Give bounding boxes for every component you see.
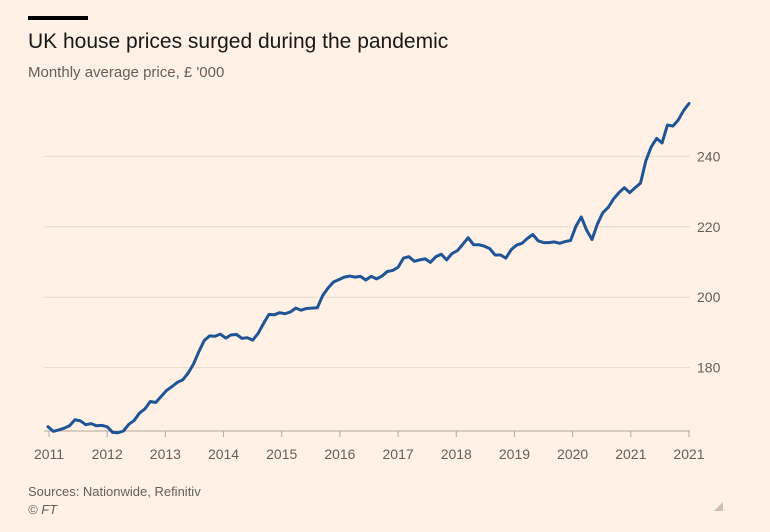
brand-bar xyxy=(28,16,88,20)
x-tick-label: 2013 xyxy=(150,446,181,462)
x-tick-label: 2017 xyxy=(383,446,414,462)
chart-subtitle: Monthly average price, £ '000 xyxy=(28,64,225,81)
x-tick-label: 2016 xyxy=(324,446,355,462)
y-tick-label: 240 xyxy=(697,148,721,164)
chart-title: UK house prices surged during the pandem… xyxy=(28,30,449,53)
x-tick-label: 2018 xyxy=(441,446,472,462)
x-tick-label: 2021 xyxy=(673,446,704,462)
resize-handle-icon xyxy=(714,502,723,511)
y-tick-label: 180 xyxy=(697,360,721,376)
source-note: Sources: Nationwide, Refinitiv xyxy=(28,484,201,499)
y-tick-label: 220 xyxy=(697,219,721,235)
x-tick-label: 2019 xyxy=(499,446,530,462)
x-tick-label: 2020 xyxy=(557,446,588,462)
y-tick-label: 200 xyxy=(697,289,721,305)
series-line xyxy=(46,102,691,435)
x-tick-label: 2011 xyxy=(34,446,64,462)
x-tick-label: 2012 xyxy=(92,446,123,462)
x-tick-label: 2014 xyxy=(208,446,239,462)
copyright-note: © FT xyxy=(28,502,58,517)
x-tick-label: 2021 xyxy=(615,446,646,462)
x-tick-label: 2015 xyxy=(266,446,297,462)
